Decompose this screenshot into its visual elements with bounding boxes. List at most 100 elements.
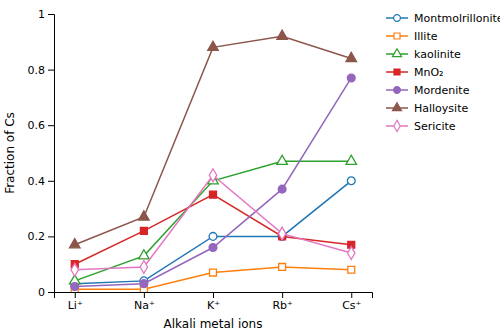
tick-label: 0.6 [28, 119, 46, 132]
point [346, 52, 357, 61]
tick: K⁺ [207, 292, 220, 312]
point [346, 155, 357, 164]
legend-label: kaolinite [414, 48, 461, 61]
tick-label: Cs⁺ [342, 299, 361, 312]
tick-mark [48, 70, 54, 71]
point [278, 185, 286, 193]
tick: 0.6 [28, 119, 55, 132]
tick-mark [48, 236, 54, 237]
tick-mark [282, 292, 283, 298]
point [347, 177, 355, 185]
legend-symbol [392, 103, 401, 111]
tick-mark [351, 292, 352, 298]
x-axis: Li⁺ Na⁺ K⁺ Rb⁺ Cs⁺ [55, 292, 373, 312]
series-line [75, 195, 352, 265]
series [71, 74, 355, 290]
legend-entry: Sericite [386, 120, 456, 133]
tick-mark [213, 292, 214, 298]
point [209, 169, 216, 182]
series-line [75, 175, 352, 270]
tick: 1 [38, 8, 54, 21]
axis-line [55, 293, 373, 299]
point [279, 264, 286, 271]
series-line [75, 36, 352, 245]
legend-symbol [394, 33, 400, 39]
tick-mark [48, 292, 54, 293]
tick-label: 0 [38, 286, 45, 299]
legend-label: Sericite [414, 120, 456, 133]
tick-label: 0.2 [28, 230, 46, 243]
legend-label: Illite [414, 30, 438, 43]
legend-symbol [394, 87, 401, 94]
series-line [75, 78, 352, 287]
point [348, 247, 355, 260]
tick-label: Li⁺ [68, 299, 83, 312]
series [69, 30, 356, 248]
point [348, 266, 355, 273]
legend-entry: Illite [386, 30, 438, 43]
legend-symbol [394, 120, 400, 131]
point [209, 244, 217, 252]
tick-label: K⁺ [207, 299, 220, 312]
tick-mark [48, 181, 54, 182]
tick-mark [144, 292, 145, 298]
point [69, 239, 80, 248]
legend-entry: Halloysite [386, 102, 468, 115]
tick: 0.4 [28, 175, 55, 188]
point [208, 41, 219, 50]
point [278, 227, 285, 240]
point [277, 155, 288, 164]
plot: Li⁺ Na⁺ K⁺ Rb⁺ Cs⁺ 0 0.2 0.4 0.6 0.8 1 [28, 8, 373, 312]
point [140, 227, 147, 234]
tick-label: Rb⁺ [272, 299, 293, 312]
tick: 0.8 [28, 64, 55, 77]
tick: Rb⁺ [272, 292, 293, 312]
point [140, 261, 147, 274]
series-line [75, 161, 352, 281]
legend-label: Mordenite [414, 84, 470, 97]
point [210, 191, 217, 198]
legend-label: MnO₂ [414, 66, 444, 79]
point [139, 250, 150, 259]
legend-symbol [392, 49, 401, 57]
tick: 0 [38, 286, 54, 299]
y-axis: 0 0.2 0.4 0.6 0.8 1 [28, 8, 55, 299]
tick-label: 1 [38, 8, 45, 21]
point [347, 74, 355, 82]
point [139, 211, 150, 220]
point [277, 30, 288, 39]
point [209, 232, 217, 240]
tick-label: 0.8 [28, 64, 46, 77]
legend-entry: kaolinite [386, 48, 461, 61]
legend-entry: Mordenite [386, 84, 470, 97]
tick-mark [48, 125, 54, 126]
series [71, 177, 355, 288]
x-axis-title: Alkali metal ions [164, 317, 263, 331]
point [71, 263, 78, 276]
chart: Li⁺ Na⁺ K⁺ Rb⁺ Cs⁺ 0 0.2 0.4 0.6 0.8 1 Alkali metal… [0, 0, 500, 336]
tick-label: Na⁺ [134, 299, 155, 312]
tick: Li⁺ [68, 292, 83, 312]
tick: Na⁺ [134, 292, 155, 312]
legend-label: Montmolrillonite [414, 12, 500, 25]
point [140, 280, 148, 288]
series [71, 169, 355, 276]
legend-entry: MnO₂ [386, 66, 444, 79]
tick: 0.2 [28, 230, 55, 243]
series [69, 155, 356, 284]
legend-symbol [394, 69, 400, 75]
tick-mark [48, 14, 54, 15]
marks [69, 30, 356, 292]
tick-mark [75, 292, 76, 298]
legend-entry: Montmolrillonite [386, 12, 500, 25]
point [71, 283, 79, 291]
series-line [75, 267, 352, 289]
legend-symbol [394, 15, 401, 22]
axis-line [48, 15, 55, 293]
tick: Cs⁺ [342, 292, 361, 312]
y-axis-title: Fraction of Cs [3, 112, 17, 194]
tick-label: 0.4 [28, 175, 46, 188]
legend: Montmolrillonite Illite kaolinite MnO₂ Morde… [386, 12, 500, 133]
point [210, 269, 217, 276]
legend-label: Halloysite [414, 102, 468, 115]
